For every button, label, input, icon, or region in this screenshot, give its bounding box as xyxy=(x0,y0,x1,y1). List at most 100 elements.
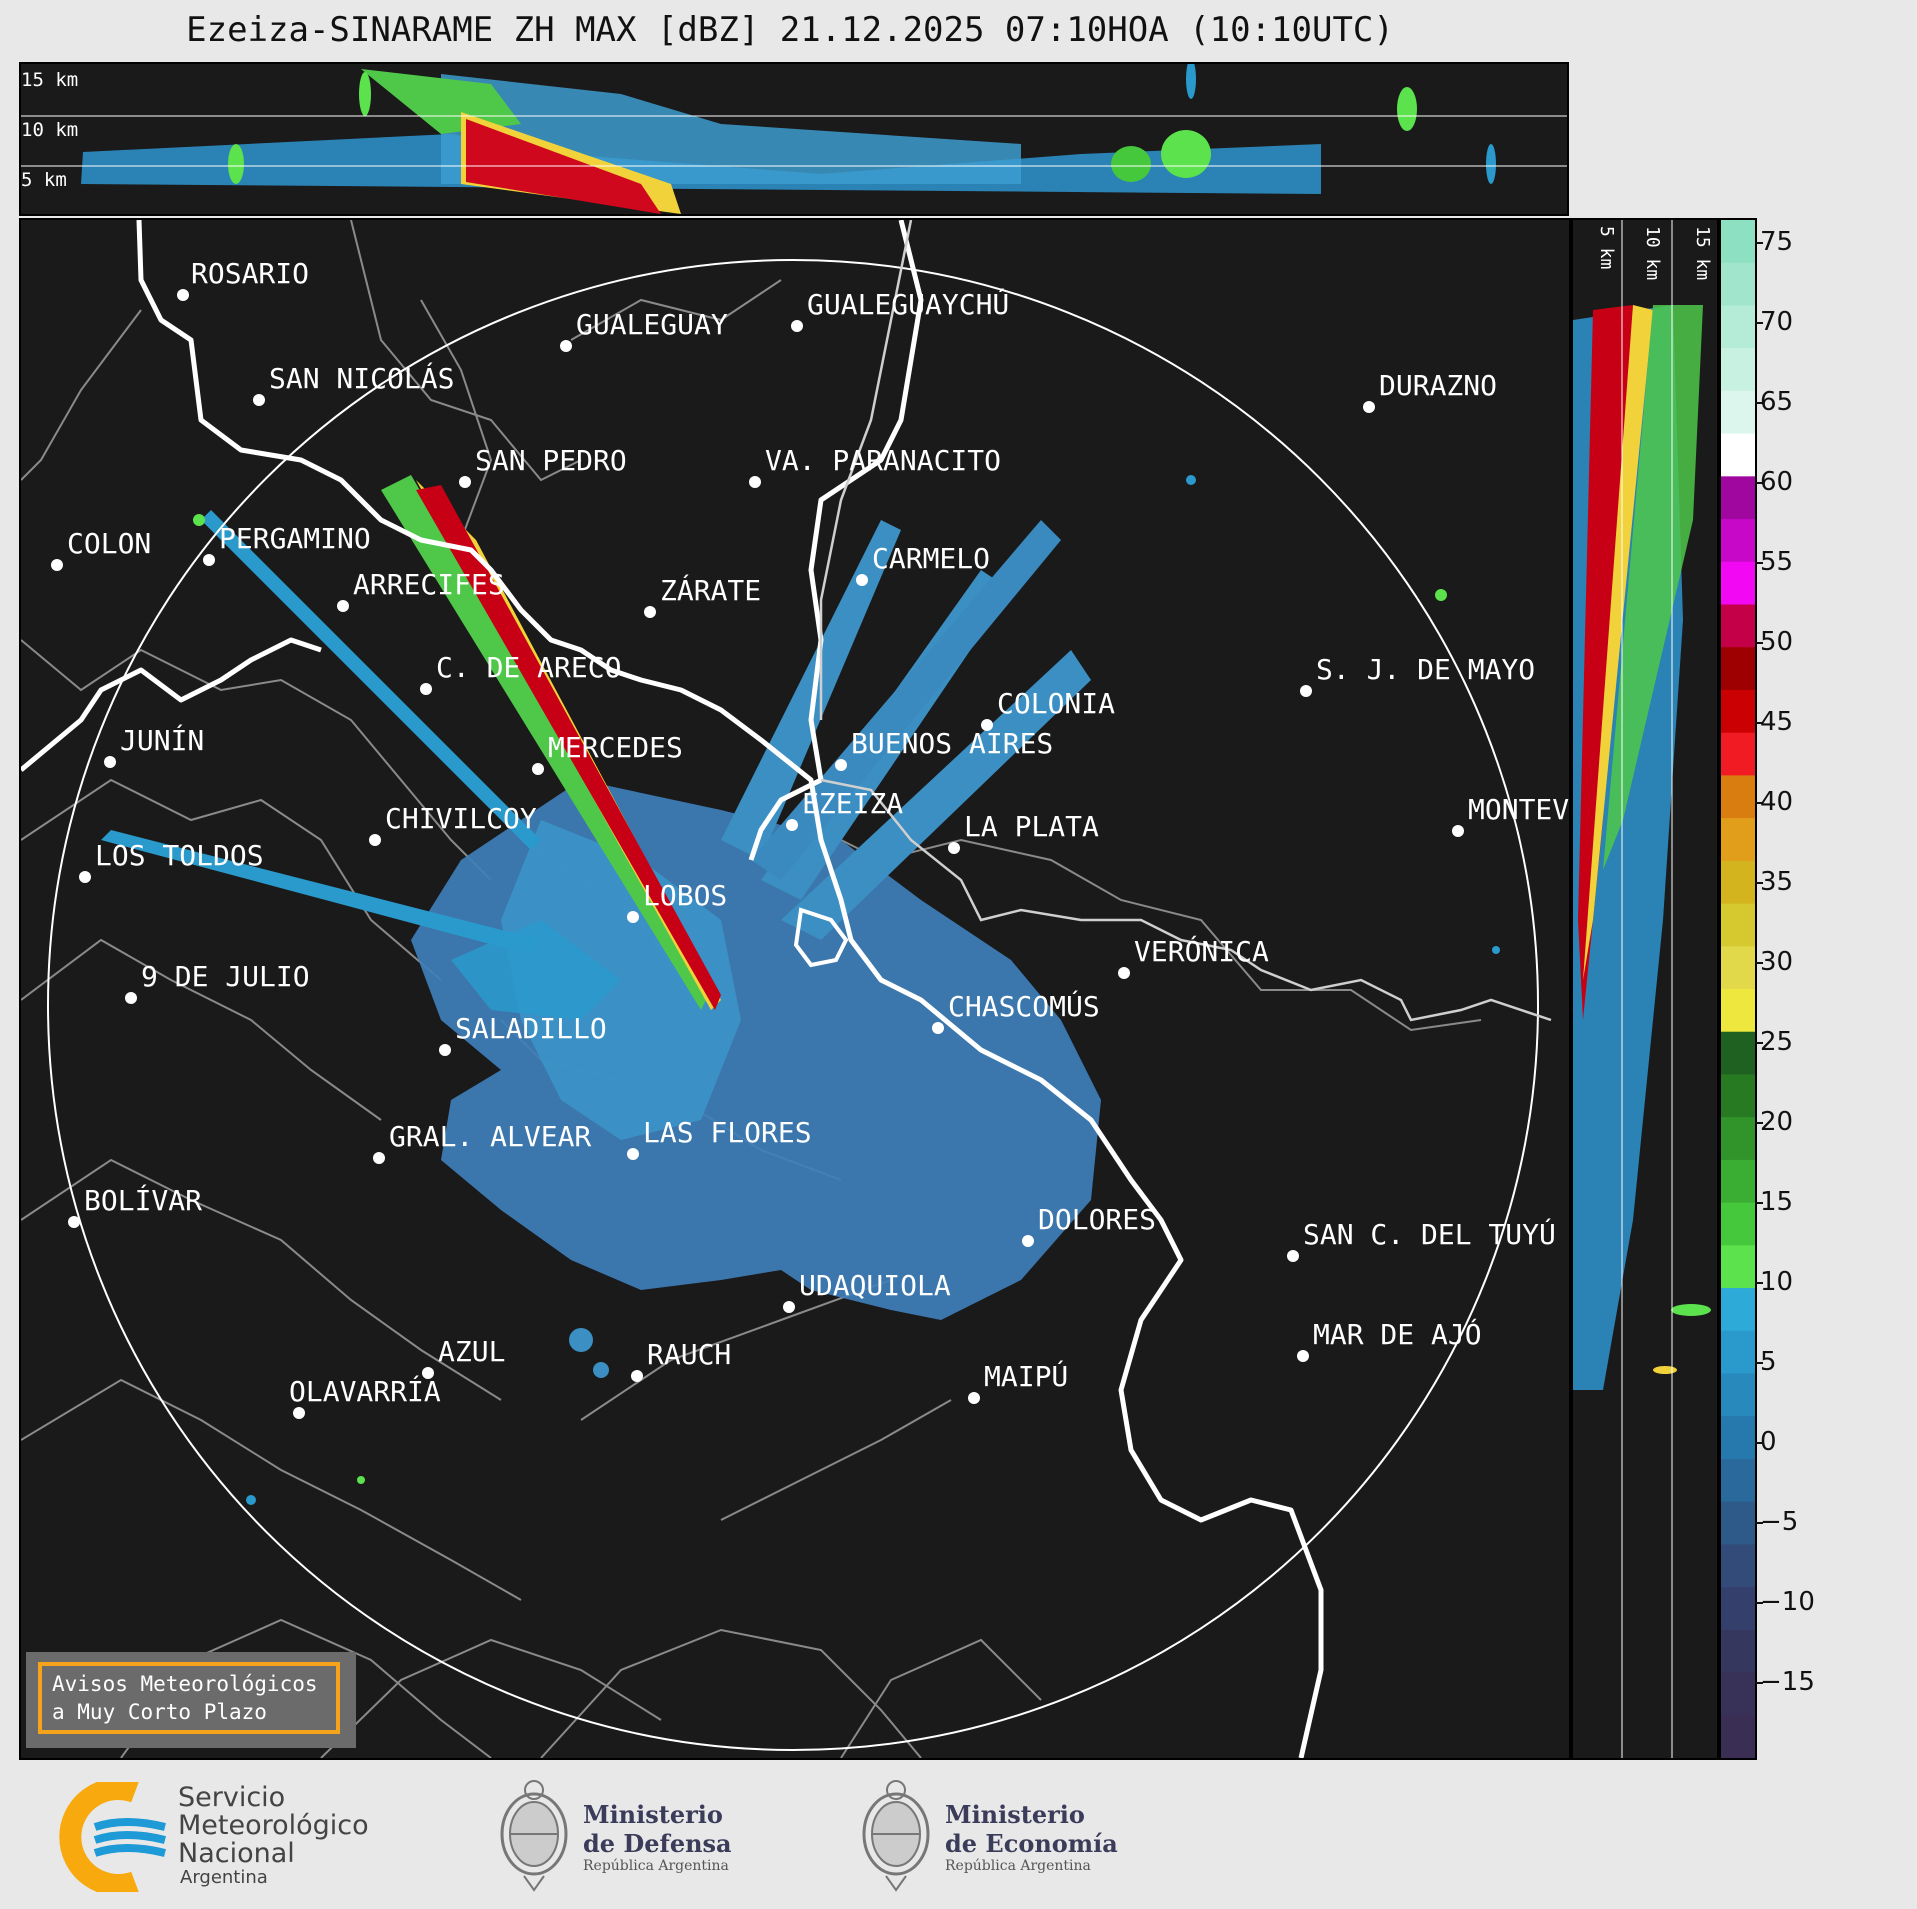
city-dot xyxy=(68,1216,80,1228)
colorbar-band xyxy=(1721,220,1755,264)
range-ring xyxy=(47,259,1539,1751)
city-label: LA PLATA xyxy=(964,810,1099,843)
colorbar-band xyxy=(1721,305,1755,349)
city-dot xyxy=(51,559,63,571)
admin-borders xyxy=(21,220,1482,1758)
colorbar-band xyxy=(1721,1074,1755,1118)
city-label: GUALEGUAY xyxy=(576,308,728,341)
city-label: MONTEVIDEO xyxy=(1468,793,1569,826)
side-height-5km: 5 km xyxy=(1596,226,1617,269)
colorbar-band xyxy=(1721,390,1755,435)
colorbar-tick-label: 40 xyxy=(1754,787,1794,817)
defensa-logo-text: Ministerio de Defensa República Argentin… xyxy=(583,1800,732,1874)
city-label: OLAVARRÍA xyxy=(289,1374,441,1408)
city-dot xyxy=(104,756,116,768)
colorbar-tick-label: −15 xyxy=(1755,1667,1815,1697)
city-label: BOLÍVAR xyxy=(84,1183,202,1217)
city-label: S. J. DE MAYO xyxy=(1316,653,1535,686)
colorbar-tick-label: 25 xyxy=(1754,1027,1794,1057)
city-dot xyxy=(627,911,639,923)
city-label: SALADILLO xyxy=(455,1012,607,1045)
city-label: GRAL. ALVEAR xyxy=(389,1120,591,1153)
city-dot xyxy=(1297,1350,1309,1362)
colorbar-band xyxy=(1721,903,1755,947)
defensa-line3: República Argentina xyxy=(583,1858,729,1874)
city-dot xyxy=(439,1044,451,1056)
colorbar-band xyxy=(1721,1330,1755,1374)
city-dot xyxy=(1452,825,1464,837)
colorbar-band xyxy=(1721,1245,1755,1289)
colorbar-band xyxy=(1721,818,1755,862)
city-dot xyxy=(783,1301,795,1313)
smn-logo-text: Servicio Meteorológico Nacional Argentin… xyxy=(178,1784,369,1888)
city-label: MAIPÚ xyxy=(984,1359,1068,1393)
city-dot xyxy=(948,842,960,854)
economia-line2: de Economía xyxy=(945,1829,1118,1858)
colorbar-band xyxy=(1721,1202,1755,1246)
colorbar-tick-label: 15 xyxy=(1754,1187,1794,1217)
colorbar-band xyxy=(1721,775,1755,819)
city-dot xyxy=(293,1407,305,1419)
city-label: COLONIA xyxy=(997,687,1115,720)
colorbar-band xyxy=(1721,1715,1755,1759)
city-label: EZEIZA xyxy=(802,787,903,820)
city-dot xyxy=(1118,967,1130,979)
smn-logo-icon xyxy=(59,1782,166,1892)
height-label-5km: 5 km xyxy=(21,169,67,191)
aviso-border xyxy=(38,1662,340,1734)
city-dot xyxy=(369,834,381,846)
city-dot xyxy=(786,819,798,831)
city-dot xyxy=(631,1370,643,1382)
side-height-10km: 10 km xyxy=(1642,226,1663,280)
footer-logos: Servicio Meteorológico Nacional Argentin… xyxy=(0,1760,1917,1909)
aviso-line1: Avisos Meteorológicos xyxy=(52,1672,318,1696)
city-label: CHASCOMÚS xyxy=(948,989,1100,1023)
aviso-line2: a Muy Corto Plazo xyxy=(52,1700,267,1724)
city-label: RAUCH xyxy=(647,1338,731,1371)
top-cross-section-plot: 15 km 10 km 5 km xyxy=(21,59,1567,214)
city-dot xyxy=(856,574,868,586)
height-label-15km: 15 km xyxy=(21,69,78,91)
city-label: ROSARIO xyxy=(191,257,309,290)
city-label: SAN C. DEL TUYÚ xyxy=(1303,1217,1556,1251)
city-dot xyxy=(1363,401,1375,413)
colorbar-tick-label: 70 xyxy=(1754,307,1794,337)
city-label: ARRECIFES xyxy=(353,568,505,601)
colorbar xyxy=(1719,218,1757,1760)
economia-seal-icon xyxy=(862,1780,930,1892)
colorbar-band xyxy=(1721,989,1755,1033)
city-dot xyxy=(373,1152,385,1164)
city-dot xyxy=(968,1392,980,1404)
city-dot xyxy=(420,683,432,695)
city-dot xyxy=(981,719,993,731)
colorbar-band xyxy=(1721,1587,1755,1631)
colorbar-band xyxy=(1721,1629,1755,1674)
city-label: VERÓNICA xyxy=(1134,934,1269,968)
city-dot xyxy=(835,759,847,771)
colorbar-tick-label: 65 xyxy=(1754,387,1794,417)
smn-line2: Meteorológico xyxy=(178,1810,369,1841)
colorbar-band xyxy=(1721,262,1755,306)
economia-logo-text: Ministerio de Economía República Argenti… xyxy=(945,1800,1118,1874)
defensa-seal-icon xyxy=(500,1780,568,1892)
colorbar-band xyxy=(1721,604,1755,648)
colorbar-tick-label: 45 xyxy=(1754,707,1794,737)
city-dot xyxy=(337,600,349,612)
colorbar-band xyxy=(1721,476,1755,520)
city-dot xyxy=(203,554,215,566)
city-label: GUALEGUAYCHÚ xyxy=(807,287,1009,321)
city-dot xyxy=(560,340,572,352)
city-dot xyxy=(1022,1235,1034,1247)
city-dot xyxy=(932,1022,944,1034)
city-label: DOLORES xyxy=(1038,1203,1156,1236)
city-label: BUENOS AIRES xyxy=(851,727,1053,760)
colorbar-band xyxy=(1721,946,1755,990)
aviso-box[interactable]: Avisos Meteorológicos a Muy Corto Plazo xyxy=(26,1652,356,1748)
radar-map[interactable]: ROSARIO GUALEGUAYCHÚ GUALEGUAY SAN NICOLÁS D… xyxy=(19,218,1571,1760)
city-label: CARMELO xyxy=(872,542,990,575)
colorbar-band xyxy=(1721,1031,1755,1075)
colorbar-band xyxy=(1721,1416,1755,1460)
city-markers: ROSARIO GUALEGUAYCHÚ GUALEGUAY SAN NICOLÁS D… xyxy=(51,257,1569,1419)
colorbar-tick-label: −5 xyxy=(1754,1507,1799,1537)
city-dot xyxy=(253,394,265,406)
